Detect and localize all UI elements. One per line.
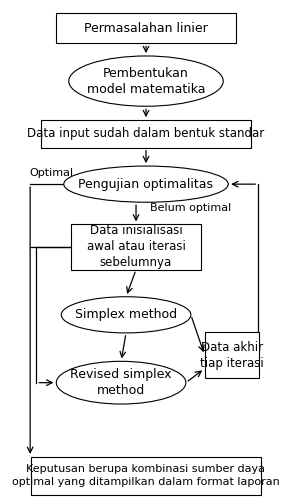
- Text: Revised simplex
method: Revised simplex method: [70, 368, 172, 397]
- Text: Data input sudah dalam bentuk standar: Data input sudah dalam bentuk standar: [27, 128, 265, 141]
- Text: Optimal: Optimal: [29, 168, 73, 178]
- FancyBboxPatch shape: [41, 120, 251, 148]
- Ellipse shape: [61, 297, 191, 333]
- Text: Pengujian optimalitas: Pengujian optimalitas: [79, 177, 213, 191]
- Text: Keputusan berupa kombinasi sumber daya
optimal yang ditampilkan dalam format lap: Keputusan berupa kombinasi sumber daya o…: [12, 465, 280, 487]
- Text: Pembentukan
model matematika: Pembentukan model matematika: [87, 67, 205, 96]
- Ellipse shape: [56, 361, 186, 404]
- FancyBboxPatch shape: [56, 13, 236, 43]
- Text: Data akhir
tiap iterasi: Data akhir tiap iterasi: [200, 341, 264, 369]
- Ellipse shape: [69, 56, 223, 106]
- FancyBboxPatch shape: [31, 457, 261, 494]
- Text: Belum optimal: Belum optimal: [150, 203, 231, 213]
- Text: Permasalahan linier: Permasalahan linier: [84, 22, 208, 35]
- FancyBboxPatch shape: [71, 224, 201, 270]
- Ellipse shape: [64, 166, 228, 202]
- Text: Data inisialisasi
awal atau iterasi
sebelumnya: Data inisialisasi awal atau iterasi sebe…: [87, 224, 185, 270]
- Text: Simplex method: Simplex method: [75, 308, 177, 322]
- FancyBboxPatch shape: [205, 333, 259, 377]
